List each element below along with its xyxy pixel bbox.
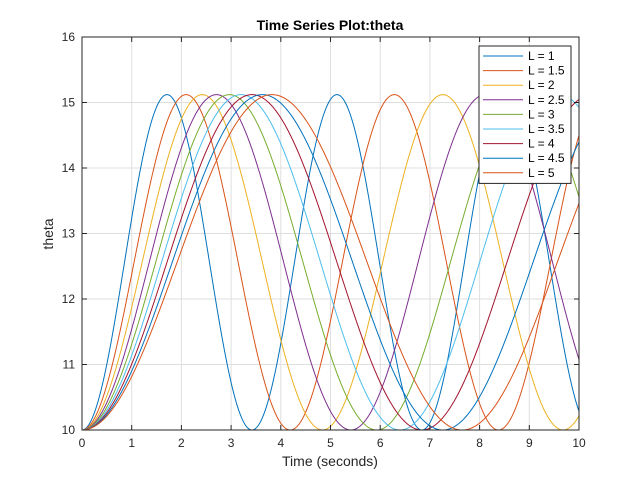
legend-label: L = 5 [528, 166, 555, 180]
chart-title: Time Series Plot:theta [257, 17, 404, 33]
legend-label: L = 3 [528, 107, 555, 121]
legend-label: L = 3.5 [528, 122, 565, 136]
x-tick-label: 8 [476, 436, 483, 450]
series-line [81, 94, 580, 431]
series-line [81, 94, 580, 431]
series-line [81, 94, 580, 431]
legend-label: L = 2 [528, 78, 555, 92]
y-tick-label: 13 [62, 227, 76, 241]
y-tick-label: 14 [62, 161, 76, 175]
legend-label: L = 2.5 [528, 93, 565, 107]
x-tick-label: 10 [572, 436, 586, 450]
legend: L = 1L = 1.5L = 2L = 2.5L = 3L = 3.5L = … [478, 45, 572, 184]
x-tick-label: 6 [377, 436, 384, 450]
series-line [81, 94, 580, 431]
legend-label: L = 1.5 [528, 64, 565, 78]
x-tick-label: 5 [327, 436, 334, 450]
y-tick-label: 15 [62, 96, 76, 110]
legend-label: L = 4 [528, 137, 555, 151]
legend-label: L = 4.5 [528, 151, 565, 165]
y-tick-label: 12 [62, 292, 76, 306]
y-axis-label: theta [40, 218, 56, 249]
x-tick-label: 2 [178, 436, 185, 450]
legend-label: L = 1 [528, 49, 555, 63]
x-tick-label: 4 [277, 436, 284, 450]
y-tick-label: 10 [62, 423, 76, 437]
x-tick-label: 7 [427, 436, 434, 450]
x-tick-label: 0 [79, 436, 86, 450]
x-tick-label: 9 [526, 436, 533, 450]
y-tick-label: 11 [63, 358, 76, 372]
x-axis-label: Time (seconds) [282, 453, 378, 469]
y-tick-label: 16 [62, 30, 76, 44]
x-tick-label: 1 [128, 436, 135, 450]
x-tick-label: 3 [228, 436, 235, 450]
